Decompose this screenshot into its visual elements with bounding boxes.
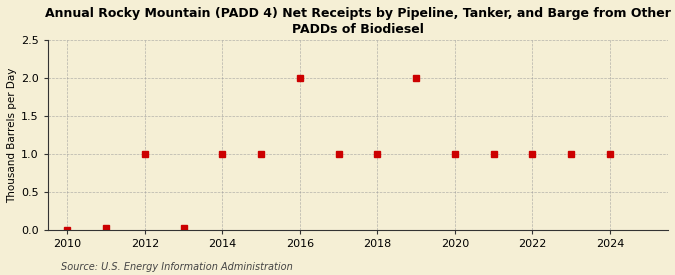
Title: Annual Rocky Mountain (PADD 4) Net Receipts by Pipeline, Tanker, and Barge from : Annual Rocky Mountain (PADD 4) Net Recei… [45,7,671,36]
Y-axis label: Thousand Barrels per Day: Thousand Barrels per Day [7,67,17,202]
Text: Source: U.S. Energy Information Administration: Source: U.S. Energy Information Administ… [61,262,292,272]
